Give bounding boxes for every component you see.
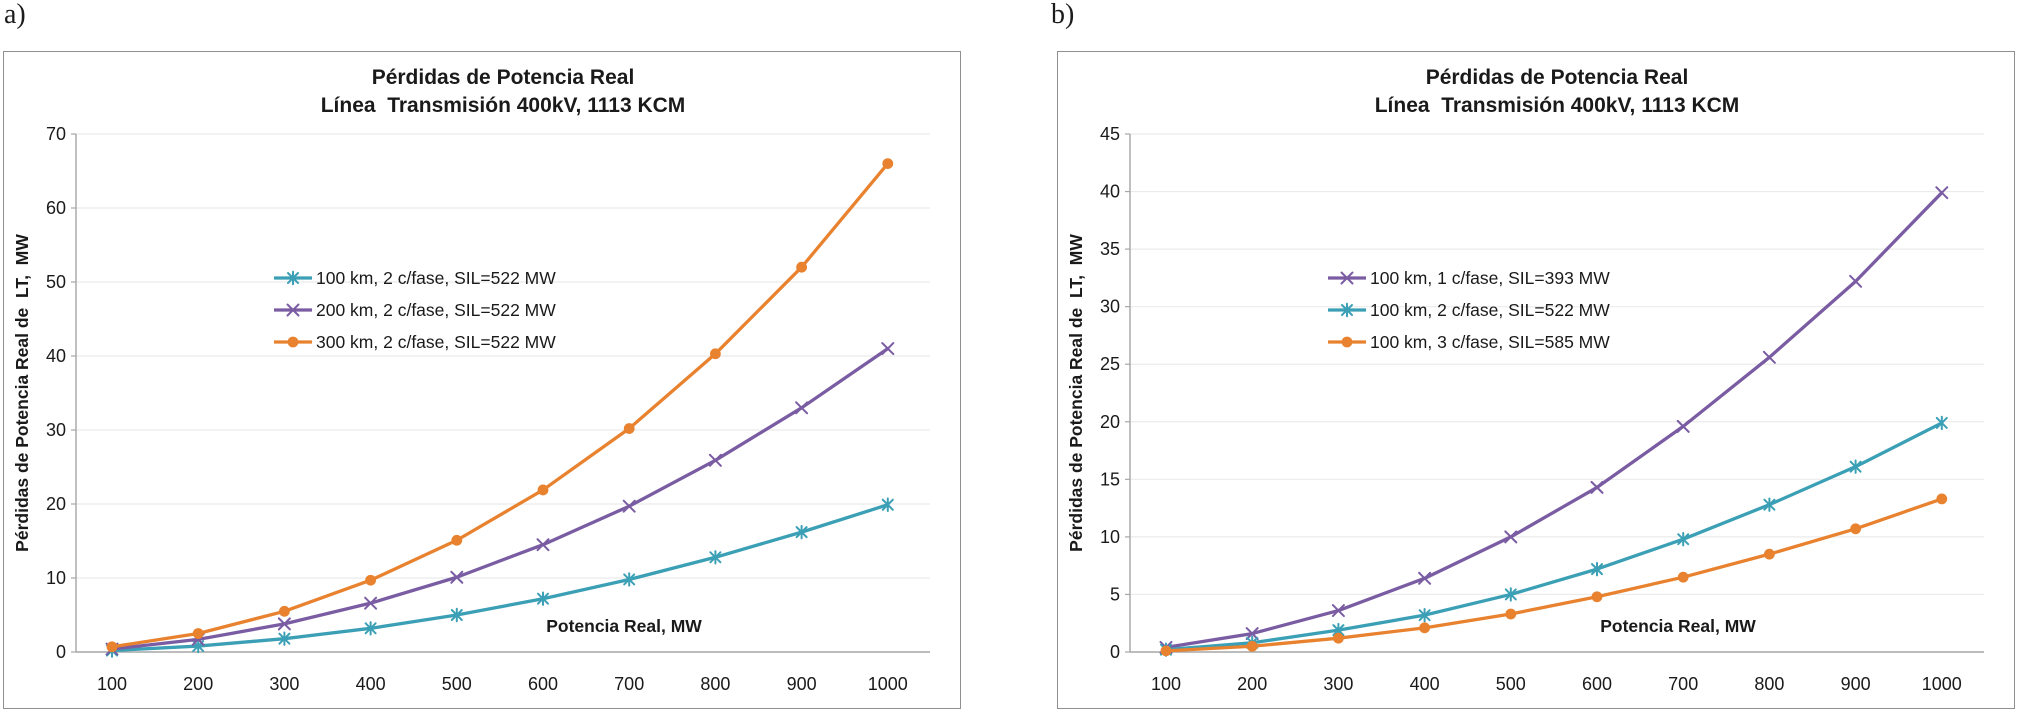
y-tick-label: 50	[46, 272, 66, 292]
axes	[75, 134, 930, 653]
y-tick-label: 5	[1110, 584, 1120, 604]
legend-item-label: 100 km, 3 c/fase, SIL=585 MW	[1370, 332, 1610, 352]
chart-panel-b: 0 5 10 15 20 25 30 35 40 45 100 200 300 400 500 600 700 8…	[1057, 51, 2015, 709]
y-tick-label: 70	[46, 124, 66, 144]
legend-item-label: 200 km, 2 c/fase, SIL=522 MW	[316, 300, 556, 320]
y-tick-label: 0	[56, 642, 66, 662]
series-2	[106, 158, 894, 653]
y-tick-label: 25	[1100, 354, 1120, 374]
x-axis-title: Potencia Real, MW	[546, 616, 702, 636]
figure-label-b: b)	[1051, 0, 1075, 30]
x-tick-label: 400	[356, 674, 386, 694]
y-tick-label: 20	[46, 494, 66, 514]
x-tick-labels: 100 200 300 400 500 600 700 800 900 1000	[97, 674, 908, 694]
x-tick-label: 800	[700, 674, 730, 694]
y-tick-label: 10	[46, 568, 66, 588]
x-tick-label: 500	[442, 674, 472, 694]
y-tick-label: 45	[1100, 124, 1120, 144]
legend-item-label: 100 km, 2 c/fase, SIL=522 MW	[316, 268, 556, 288]
x-tick-label: 100	[97, 674, 127, 694]
y-axis-title: Pérdidas de Potencia Real de LT, MW	[1066, 234, 1086, 552]
chart-panel-a: 0 10 20 30 40 50 60 70 100 200 300 400 500 600 700 800 9…	[3, 51, 961, 709]
y-tick-label: 10	[1100, 527, 1120, 547]
y-tick-label: 30	[1100, 297, 1120, 317]
y-gridlines	[1130, 133, 1984, 596]
x-tick-label: 700	[614, 674, 644, 694]
y-tick-label: 35	[1100, 239, 1120, 259]
chart-subtitle: Línea Transmisión 400kV, 1113 KCM	[321, 94, 686, 117]
x-tick-label: 200	[183, 674, 213, 694]
x-tick-label: 600	[1582, 674, 1612, 694]
legend-item-label: 100 km, 2 c/fase, SIL=522 MW	[1370, 300, 1610, 320]
series-0	[1159, 186, 1949, 654]
y-tick-label: 60	[46, 198, 66, 218]
y-tick-label: 0	[1110, 642, 1120, 662]
x-tick-label: 300	[269, 674, 299, 694]
x-tick-label: 1000	[868, 674, 908, 694]
x-tick-labels: 100 200 300 400 500 600 700 800 900 1000	[1151, 674, 1962, 694]
x-tick-label: 500	[1496, 674, 1526, 694]
x-tick-label: 900	[1841, 674, 1871, 694]
chart-title: Pérdidas de Potencia Real	[1426, 66, 1689, 89]
x-tick-label: 400	[1410, 674, 1440, 694]
legend-item-label: 100 km, 1 c/fase, SIL=393 MW	[1370, 268, 1610, 288]
y-tick-label: 40	[1100, 182, 1120, 202]
y-tick-label: 20	[1100, 412, 1120, 432]
x-tick-label: 900	[787, 674, 817, 694]
y-axis-title: Pérdidas de Potencia Real de LT, MW	[12, 234, 32, 552]
x-tick-label: 100	[1151, 674, 1181, 694]
x-axis-title: Potencia Real, MW	[1600, 616, 1756, 636]
y-tick-label: 30	[46, 420, 66, 440]
x-tick-label: 200	[1237, 674, 1267, 694]
y-tick-labels: 0 5 10 15 20 25 30 35 40 45	[1100, 124, 1130, 662]
x-tick-label: 600	[528, 674, 558, 694]
line-chart-b: 0 5 10 15 20 25 30 35 40 45 100 200 300 400 500 600 700 8…	[1066, 66, 1984, 694]
axes	[1129, 134, 1984, 653]
x-tick-label: 1000	[1922, 674, 1962, 694]
legend: 100 km, 1 c/fase, SIL=393 MW 100 km, 2 c/…	[1328, 268, 1610, 352]
series-2	[1160, 493, 1948, 657]
legend: 100 km, 2 c/fase, SIL=522 MW 200 km, 2 c/…	[274, 268, 556, 352]
x-tick-label: 800	[1754, 674, 1784, 694]
chart-title: Pérdidas de Potencia Real	[372, 66, 635, 89]
chart-subtitle: Línea Transmisión 400kV, 1113 KCM	[1375, 94, 1740, 117]
y-tick-label: 40	[46, 346, 66, 366]
y-tick-labels: 0 10 20 30 40 50 60 70	[46, 124, 76, 662]
line-chart-a: 0 10 20 30 40 50 60 70 100 200 300 400 500 600 700 800 9…	[12, 66, 930, 694]
x-tick-label: 300	[1323, 674, 1353, 694]
y-tick-label: 15	[1100, 469, 1120, 489]
y-gridlines	[76, 133, 930, 579]
figure-label-a: a)	[4, 0, 26, 30]
legend-item-label: 300 km, 2 c/fase, SIL=522 MW	[316, 332, 556, 352]
x-tick-label: 700	[1668, 674, 1698, 694]
